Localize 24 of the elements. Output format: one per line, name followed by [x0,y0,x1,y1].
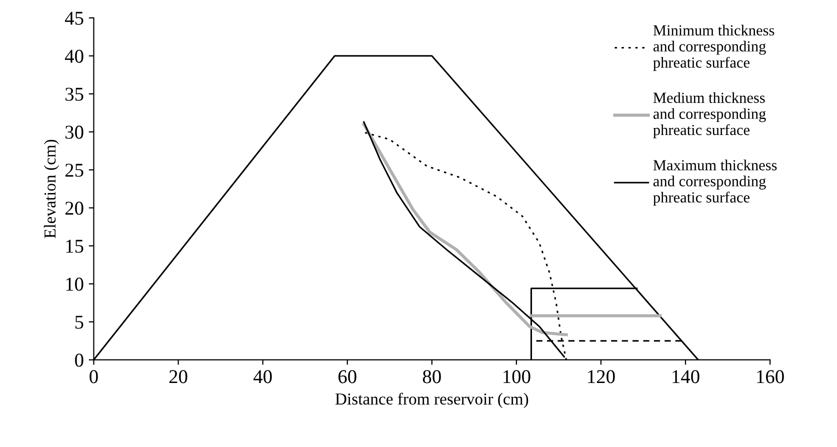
legend-label: Maximum thickness and corresponding phreatic surface [653,160,777,206]
y-tick-label: 10 [66,278,84,291]
y-tick-label: 20 [65,202,84,215]
y-tick-label: 45 [64,12,84,25]
x-tick-label: 140 [672,370,700,384]
x-tick-label: 100 [504,370,530,384]
x-tick-label: 80 [422,370,441,384]
legend-label: Medium thickness and corresponding phreatic surface [653,92,766,138]
y-tick-label: 5 [75,316,84,329]
y-tick-label: 30 [66,126,84,139]
y-tick-label: 35 [66,88,84,101]
y-tick-label: 40 [64,50,84,63]
x-tick-label: 0 [90,370,98,384]
y-tick-label: 15 [66,240,84,253]
x-tick-label: 20 [169,370,188,384]
y-axis-title: Elevation (cm) [44,140,60,238]
x-tick-label: 120 [588,370,615,384]
x-tick-label: 60 [338,370,356,384]
x-tick-label: 160 [757,370,784,384]
y-tick-label: 25 [65,164,84,177]
x-tick-label: 40 [253,370,272,384]
y-tick-label: 0 [75,354,84,367]
legend-label: Minimum thickness and corresponding phreatic surface [653,24,774,71]
x-axis-title: Distance from reservoir (cm) [335,392,528,408]
